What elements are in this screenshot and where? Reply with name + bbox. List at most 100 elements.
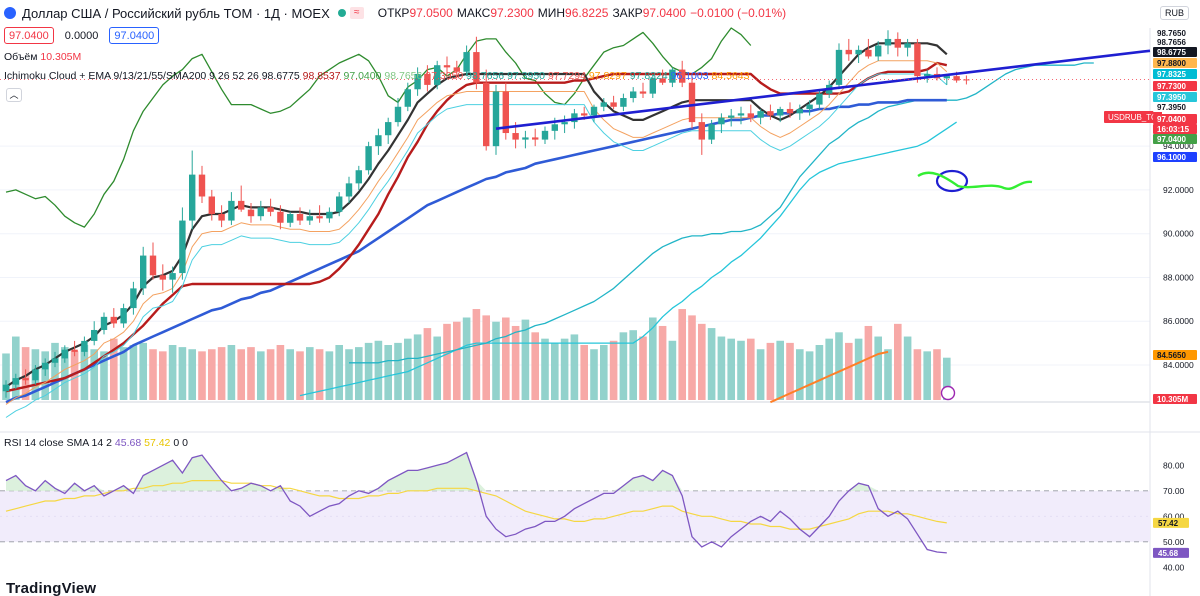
buy-button[interactable]: 97.0400 — [109, 27, 160, 44]
candle-body — [571, 113, 578, 123]
close-value: 97.0400 — [642, 6, 687, 20]
candle-body — [943, 76, 950, 79]
volume-bar — [159, 351, 167, 400]
volume-bar — [913, 349, 922, 400]
candle-body — [414, 73, 421, 90]
senkou-span-line — [349, 62, 1094, 364]
candle-body — [718, 117, 725, 125]
price-tag-label: 84.5650 — [1157, 351, 1186, 360]
candle-body — [296, 214, 304, 221]
symbol-title[interactable]: Доллар США / Российский рубль TOM · 1Д ·… — [22, 5, 330, 21]
price-tag-label: 97.7300 — [1157, 82, 1186, 91]
ichimoku-name: Ichimoku Cloud + EMA 9/13/21/55/SMA200 9… — [4, 70, 259, 82]
volume-bar — [698, 323, 706, 400]
rsi-extra-value: 0 — [173, 437, 180, 449]
candle-body — [385, 122, 392, 136]
candle-body — [218, 214, 225, 221]
volume-bar — [717, 336, 726, 400]
volume-bar — [433, 336, 441, 400]
volume-bar — [178, 347, 187, 400]
candle-body — [277, 211, 284, 223]
volume-bar — [845, 342, 853, 400]
volume-bar — [119, 347, 128, 400]
currency-button[interactable]: RUB — [1160, 6, 1190, 20]
market-status-icon — [337, 9, 346, 17]
volume-bar — [903, 336, 912, 400]
price-tag — [1153, 69, 1197, 79]
candle-body — [32, 369, 39, 381]
volume-bar — [884, 349, 892, 400]
volume-bar — [766, 342, 775, 400]
candle-body — [257, 207, 264, 217]
volume-bar — [80, 345, 89, 400]
volume-bar — [678, 309, 686, 400]
rsi-legend[interactable]: RSI 14 close SMA 14 2 45.68 57.42 0 0 — [4, 437, 188, 449]
price-tag — [1153, 152, 1197, 162]
candle-body — [110, 316, 117, 324]
candle-body — [61, 349, 68, 359]
high-value: 97.2300 — [490, 6, 534, 20]
volume-bar — [570, 334, 579, 400]
volume-bar — [727, 338, 735, 400]
equity-icon[interactable]: ≈ — [349, 7, 364, 19]
candle-body — [424, 73, 431, 85]
open-value: 97.0500 — [409, 6, 453, 20]
volume-legend[interactable]: Объём 10.305M — [4, 51, 81, 63]
rsi-value-tag — [1153, 547, 1189, 558]
ichimoku-legend[interactable]: Ichimoku Cloud + EMA 9/13/21/55/SMA200 9… — [4, 70, 749, 82]
close-label: ЗАКР — [612, 6, 643, 20]
candle-body — [336, 196, 343, 212]
rsi-tick-label: 80.00 — [1163, 460, 1185, 470]
candle-body — [267, 207, 274, 212]
usd-flag-icon — [4, 7, 16, 19]
sell-button[interactable]: 97.0400 — [4, 27, 54, 44]
candle-body — [208, 196, 215, 214]
price-tag-label: 97.0400 — [1157, 135, 1186, 144]
candle-body — [71, 349, 78, 352]
price-tag-label: 96.1000 — [1157, 153, 1186, 162]
volume-bar — [168, 345, 177, 400]
volume-bar — [560, 338, 569, 400]
volume-bar — [688, 315, 696, 400]
price-axis[interactable]: 84.0000 86.0000 88.0000 90.0000 92.0000 94.00… — [1153, 28, 1197, 404]
rsi-tick-label: 50.00 — [1163, 537, 1185, 547]
ichimoku-value: 97.3950 — [507, 70, 546, 82]
candle-body — [688, 82, 696, 123]
rsi-tick-label: 70.00 — [1163, 486, 1185, 496]
volume-bar — [2, 353, 10, 400]
candle-body — [541, 130, 549, 140]
volume-bar — [786, 342, 794, 400]
volume-bar — [12, 336, 20, 400]
candle-body — [659, 78, 666, 83]
candle-body — [100, 316, 108, 330]
volume-bar — [619, 332, 628, 400]
price-tick-label: 88.0000 — [1163, 272, 1194, 282]
volume-label: Объём — [4, 51, 38, 63]
chevron-up-icon[interactable]: ︿ — [6, 88, 22, 102]
candle-body — [179, 220, 186, 274]
volume-bar — [864, 325, 873, 400]
price-tick-label: 86.0000 — [1163, 316, 1194, 326]
open-label: ОТКР — [377, 6, 410, 20]
candle-body — [767, 111, 774, 116]
volume-bar — [756, 349, 765, 400]
candle-body — [796, 108, 803, 114]
volume-bar — [462, 317, 471, 400]
rsi-value-tag-label: 57.42 — [1158, 519, 1179, 528]
rsi-tick-label: 60.00 — [1163, 511, 1185, 521]
volume-bar — [707, 328, 716, 400]
tradingview-logo[interactable]: TradingView — [6, 580, 96, 596]
candle-body — [747, 113, 754, 118]
rsi-extra-value: 0 — [182, 437, 188, 449]
candle-body — [561, 122, 568, 125]
candle-body — [679, 69, 686, 83]
candle-body — [669, 69, 676, 83]
volume-bar — [443, 323, 451, 400]
rsi-name: RSI 14 close SMA 14 2 — [4, 437, 112, 449]
volume-bar — [149, 349, 157, 400]
volume-bar — [100, 351, 108, 400]
price-tag-label: 97.8325 — [1157, 70, 1186, 79]
sma200-orange-line — [769, 350, 889, 404]
